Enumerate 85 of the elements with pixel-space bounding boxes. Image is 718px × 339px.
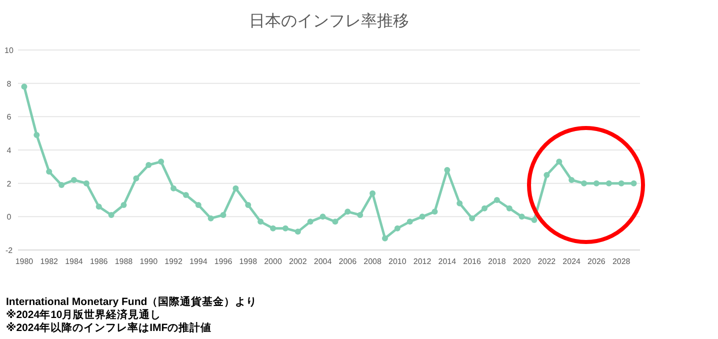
x-tick-label: 2008: [364, 257, 382, 266]
text: International Monetary Fund（国際通貨基金）より: [6, 295, 258, 308]
x-tick-label: 1988: [114, 257, 134, 266]
point: [344, 208, 351, 215]
x-tick-label: 1990: [140, 257, 158, 266]
x-tick-label: 1982: [40, 257, 59, 266]
y-tick-label: 10: [4, 46, 14, 55]
point: [133, 175, 140, 182]
point: [320, 214, 326, 220]
point: [544, 172, 550, 178]
point: [394, 225, 400, 232]
point: [294, 228, 301, 235]
text: ※2024年以降のインフレ率はIMFの推計値: [6, 321, 212, 334]
y-tick-label: 4: [6, 146, 12, 155]
point: [146, 162, 152, 168]
point: [568, 177, 575, 183]
y-tick-label: 0: [6, 212, 12, 222]
point: [593, 180, 600, 186]
x-tick-label: 1996: [214, 257, 233, 266]
point: [245, 202, 252, 208]
point: [482, 205, 488, 212]
point: [220, 212, 226, 218]
x-tick-label: 1998: [239, 257, 258, 266]
point: [494, 197, 500, 203]
point: [270, 225, 276, 232]
point: [630, 180, 637, 186]
point: [21, 84, 28, 90]
point: [182, 192, 189, 198]
point: [518, 214, 525, 220]
point: [444, 167, 450, 173]
x-tick-label: 2000: [264, 257, 282, 266]
y-tick-label: -2: [5, 246, 14, 255]
y-tick-label: 6: [6, 112, 12, 122]
y-tick-label: 2: [6, 179, 12, 188]
x-tick-label: 2018: [488, 257, 506, 266]
x-tick-label: 2026: [588, 257, 606, 266]
point: [120, 202, 127, 208]
point: [332, 218, 338, 225]
point: [58, 182, 65, 188]
x-tick-label: 1984: [65, 257, 84, 266]
point: [96, 204, 102, 210]
x-tick-label: 2002: [289, 257, 308, 266]
x-tick-label: 2020: [512, 257, 532, 266]
text: ※2024年10月版世界経済見通し: [6, 308, 162, 321]
point: [419, 214, 426, 220]
point: [170, 185, 176, 192]
point: [108, 212, 114, 218]
point: [46, 168, 52, 175]
point: [382, 235, 388, 242]
point: [70, 177, 77, 183]
point: [556, 158, 562, 165]
point: [506, 205, 512, 212]
point: [195, 202, 202, 208]
point: [357, 212, 364, 218]
point: [406, 218, 413, 225]
x-tick-label: 2016: [463, 257, 482, 266]
x-tick-label: 1980: [15, 257, 34, 266]
x-tick-label: 2014: [438, 257, 457, 266]
point: [531, 217, 538, 223]
y-tick-label: 8: [6, 79, 12, 88]
x-tick-label: 2006: [338, 257, 358, 266]
point: [208, 215, 214, 222]
x-tick-label: 1986: [90, 257, 108, 266]
x-tick-label: 2010: [388, 257, 407, 266]
point: [618, 180, 624, 186]
x-tick-label: 2024: [562, 257, 582, 266]
point: [581, 180, 588, 186]
x-tick-label: 2004: [314, 257, 332, 266]
point: [258, 218, 264, 225]
chart-title: 日本のインフレ率推移: [249, 12, 409, 30]
point: [34, 132, 40, 138]
point: [606, 180, 612, 186]
point: [432, 208, 438, 215]
x-tick-label: 2028: [612, 257, 631, 266]
point: [83, 180, 90, 186]
point: [456, 200, 463, 206]
x-tick-label: 1994: [189, 257, 208, 266]
point: [232, 185, 239, 192]
point: [282, 225, 288, 232]
point: [158, 158, 164, 165]
x-tick-label: 2022: [538, 257, 556, 266]
x-tick-label: 2012: [413, 257, 432, 266]
point: [307, 218, 314, 225]
x-tick-label: 1992: [164, 257, 183, 266]
point: [469, 215, 476, 222]
